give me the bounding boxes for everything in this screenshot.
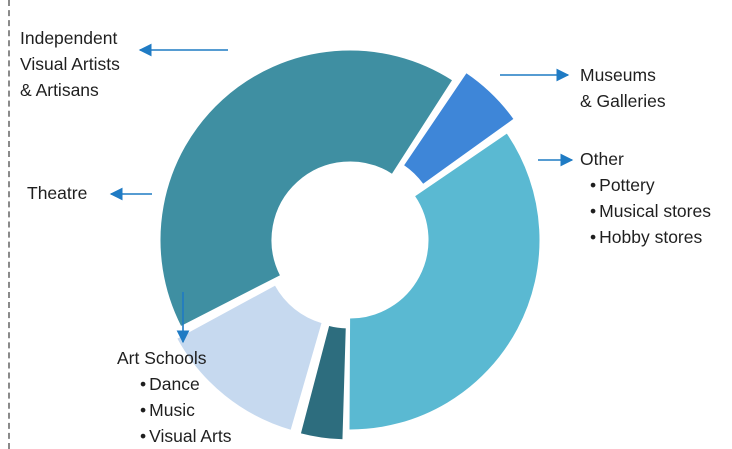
sublabels-art-schools: DanceMusicVisual Arts [140, 371, 232, 449]
label-line: Other [580, 149, 624, 169]
sublabel-item: Pottery [590, 172, 711, 198]
slice-independent-visual-artists-and-artisans [348, 132, 541, 431]
label-independent-visual-artists-and-artisans: Independent Visual Artists & Artisans [20, 25, 120, 103]
label-theatre: Theatre [27, 180, 87, 206]
dashed-left-border [8, 0, 10, 449]
sublabels-other: PotteryMusical storesHobby stores [590, 172, 711, 250]
label-line: Visual Artists [20, 54, 120, 74]
label-museums-and-galleries: Museums & Galleries [580, 62, 666, 114]
label-art-schools: Art Schools [117, 345, 206, 371]
slice-theatre [402, 71, 515, 186]
label-line: & Galleries [580, 91, 666, 111]
sublabel-item: Hobby stores [590, 224, 711, 250]
label-line: & Artisans [20, 80, 99, 100]
slice-museums-and-galleries [299, 324, 347, 441]
label-line: Theatre [27, 183, 88, 203]
label-line: Independent [20, 28, 118, 48]
sublabel-item: Visual Arts [140, 423, 231, 449]
label-arrows [109, 43, 574, 344]
sublabel-item: Musical stores [590, 198, 711, 224]
sublabel-item: Music [140, 397, 232, 423]
label-other: Other [580, 146, 624, 172]
slice-art-schools [159, 49, 454, 328]
label-line: Museums [580, 65, 656, 85]
label-line: Art Schools [117, 348, 207, 368]
sublabel-item: Dance [140, 371, 232, 397]
donut-slices [159, 49, 541, 441]
